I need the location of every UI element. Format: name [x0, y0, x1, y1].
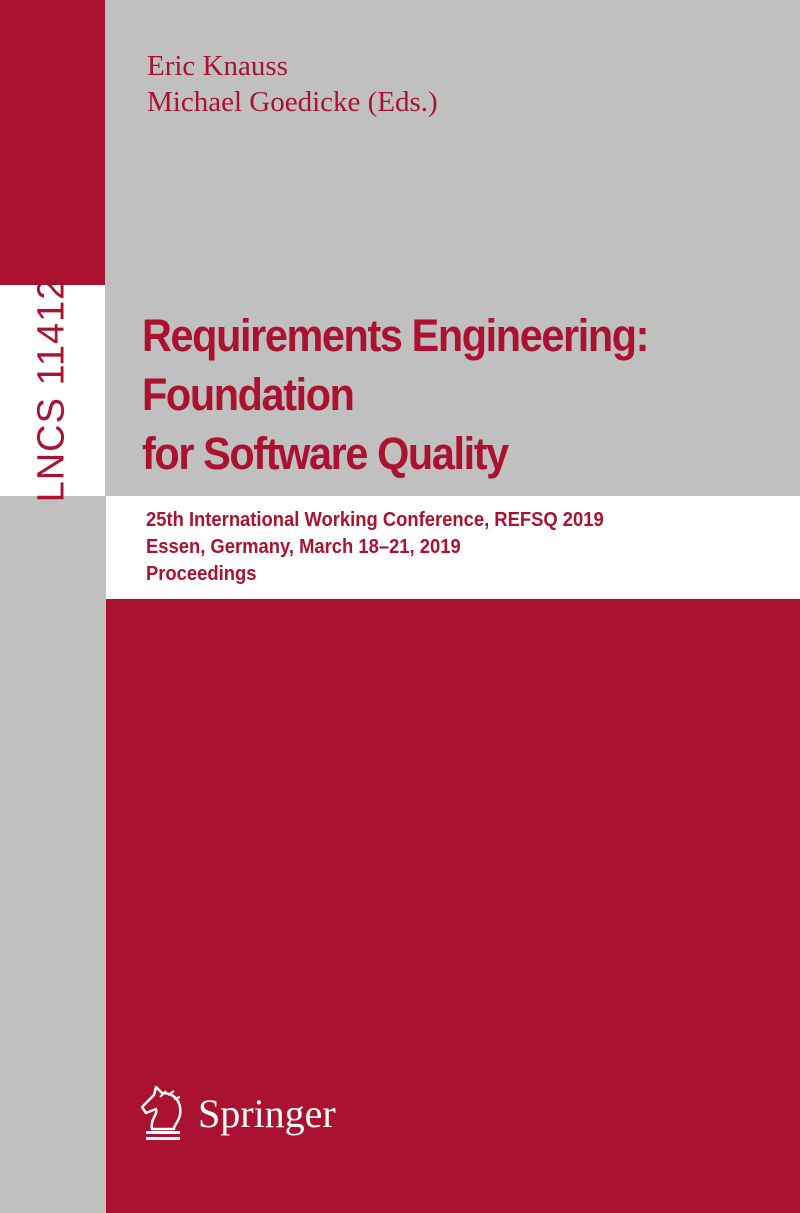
spine-strip-white — [0, 285, 105, 496]
title-panel — [106, 0, 800, 496]
knight-chess-horse-icon — [140, 1085, 182, 1140]
subtitle-line: Essen, Germany, March 18–21, 2019 — [146, 536, 461, 558]
title-line: Requirements Engineering: — [142, 310, 649, 361]
editors: Eric Knauss Michael Goedicke (Eds.) — [147, 48, 438, 120]
subtitle-panel — [106, 496, 800, 599]
spine-strip-gray — [0, 496, 105, 1213]
title-line: Foundation — [142, 369, 355, 420]
title-line: for Software Quality — [142, 428, 509, 479]
book-title: Requirements Engineering: Foundation for… — [142, 306, 649, 483]
series-label: LNCS 11412 — [30, 277, 73, 503]
spine-strip-red — [0, 0, 105, 285]
book-subtitle: 25th International Working Conference, R… — [146, 507, 604, 588]
editor-name: Michael Goedicke (Eds.) — [147, 86, 438, 118]
subtitle-line: 25th International Working Conference, R… — [146, 509, 604, 531]
publisher-name: Springer — [198, 1090, 336, 1136]
subtitle-line: Proceedings — [146, 563, 257, 585]
editor-name: Eric Knauss — [147, 50, 288, 82]
bottom-panel — [106, 599, 800, 1213]
publisher-logo: Springer — [140, 1085, 336, 1141]
